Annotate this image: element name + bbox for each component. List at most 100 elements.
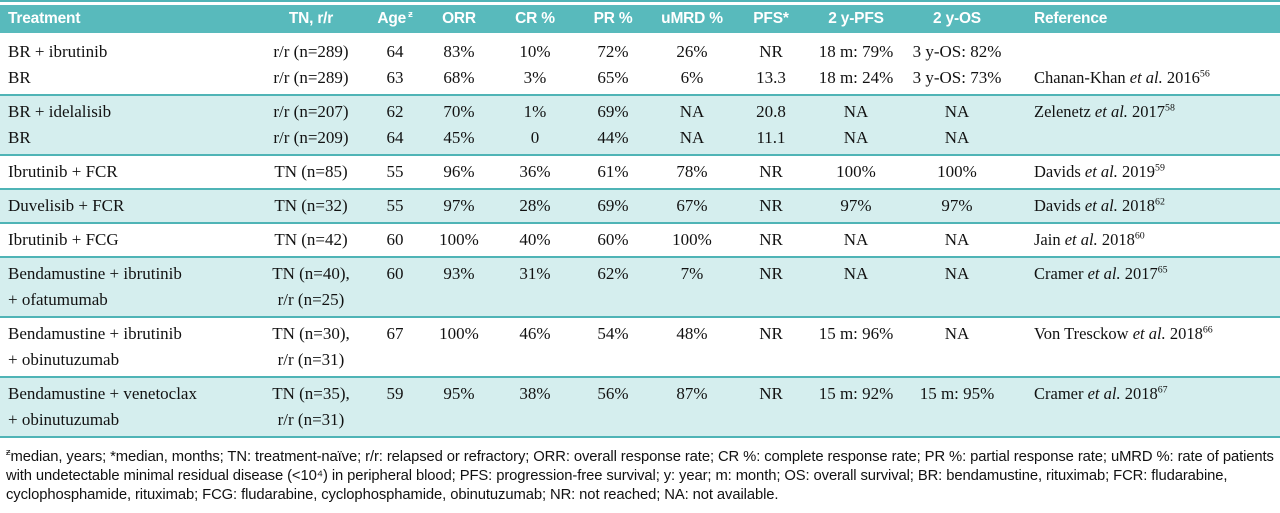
data-cell	[426, 347, 492, 377]
data-cell: NR	[736, 188, 806, 223]
table-row: + obinutuzumab r/r (n=31)	[0, 347, 1280, 377]
reference-cell: Chanan-Khan et al. 201656	[1034, 68, 1210, 87]
table-row: BR + ibrutinib r/r (n=289) 64 83% 10% 72% 26% N…	[0, 33, 1280, 65]
table-row: Ibrutinib + FCG TN (n=42) 60 100% 40% 60% 100%…	[0, 222, 1280, 257]
data-cell	[736, 287, 806, 317]
reference-cell: Zelenetz et al. 201758	[1008, 94, 1280, 125]
column-header-treatment: Treatment	[0, 5, 258, 36]
data-cell	[578, 347, 648, 377]
treatment-cell: + obinutuzumab	[0, 407, 258, 436]
data-cell: 67	[364, 316, 426, 347]
data-cell: NA	[806, 94, 906, 125]
treatment-cell: Bendamustine + ibrutinib	[0, 256, 258, 287]
treatment-cell: Duvelisib + FCR	[0, 188, 258, 223]
data-cell: NA	[906, 125, 1008, 155]
data-cell: r/r (n=31)	[258, 407, 364, 436]
reference-cell	[1008, 33, 1280, 65]
reference-cell: Von Tresckow et al. 201866	[1008, 316, 1280, 347]
data-cell	[806, 347, 906, 377]
treatment-cell: BR + idelalisib	[0, 94, 258, 125]
data-cell: NA	[648, 125, 736, 155]
data-cell: 38%	[492, 376, 578, 407]
data-cell: NA	[806, 125, 906, 155]
data-cell: NR	[736, 256, 806, 287]
table-row: + ofatumumab r/r (n=25)	[0, 287, 1280, 317]
data-cell	[492, 347, 578, 377]
data-cell	[578, 407, 648, 436]
data-cell: NA	[906, 222, 1008, 257]
column-header-2y-pfs: 2 y-PFS	[806, 5, 906, 36]
data-cell: 40%	[492, 222, 578, 257]
data-cell: 31%	[492, 256, 578, 287]
data-cell: 67%	[648, 188, 736, 223]
table-row: Bendamustine + ibrutinib TN (n=40), 60 93% 3…	[0, 256, 1280, 287]
data-cell: 56%	[578, 376, 648, 407]
data-cell: 65%	[597, 68, 629, 87]
column-header-cr: CR %	[492, 5, 578, 36]
data-cell: 15 m: 95%	[906, 376, 1008, 407]
treatment-cell: BR	[8, 68, 31, 87]
data-cell	[364, 287, 426, 317]
data-cell: 18 m: 24%	[818, 68, 894, 87]
reference-cell: Davids et al. 201959	[1008, 154, 1280, 189]
data-cell: 15 m: 96%	[806, 316, 906, 347]
data-cell: 45%	[426, 125, 492, 155]
data-cell: NR	[736, 154, 806, 189]
data-cell: r/r (n=289)	[273, 68, 349, 87]
data-cell: 60	[364, 222, 426, 257]
table-row: Ibrutinib + FCR TN (n=85) 55 96% 36% 61% 78% NR…	[0, 154, 1280, 189]
data-cell	[492, 287, 578, 317]
data-cell: TN (n=35),	[258, 376, 364, 407]
data-cell: 62%	[578, 256, 648, 287]
data-cell: 7%	[648, 256, 736, 287]
data-cell: 26%	[648, 33, 736, 65]
column-header-pfs: PFS*	[736, 5, 806, 36]
footnote-text: median, years; *median, months; TN: trea…	[6, 448, 1274, 503]
age-footnote-symbol: ƶ	[408, 9, 413, 20]
data-cell: NA	[648, 94, 736, 125]
data-cell: 15 m: 92%	[806, 376, 906, 407]
treatment-cell: BR	[0, 125, 258, 155]
column-header-2y-os: 2 y-OS	[906, 5, 1008, 36]
data-cell: 96%	[426, 154, 492, 189]
treatment-cell: Bendamustine + ibrutinib	[0, 316, 258, 347]
reference-cell	[1008, 125, 1280, 155]
data-cell: NA	[906, 256, 1008, 287]
data-cell: 69%	[578, 188, 648, 223]
data-cell: TN (n=85)	[258, 154, 364, 189]
data-cell	[736, 407, 806, 436]
table-row: Bendamustine + venetoclax TN (n=35), 59 95%…	[0, 376, 1280, 407]
data-cell: NR	[736, 33, 806, 65]
table-footnote: ƶmedian, years; *median, months; TN: tre…	[0, 438, 1280, 513]
data-cell: 55	[364, 188, 426, 223]
data-cell: 100%	[906, 154, 1008, 189]
data-cell: 97%	[806, 188, 906, 223]
data-cell: 59	[364, 376, 426, 407]
data-cell: 3 y-OS: 73%	[912, 68, 1002, 87]
data-cell: 13.3	[756, 68, 786, 87]
data-cell	[906, 347, 1008, 377]
data-cell	[906, 407, 1008, 436]
column-header-age: Age ƶ	[364, 5, 426, 36]
column-header-reference: Reference	[1008, 5, 1280, 36]
reference-cell: Cramer et al. 201867	[1008, 376, 1280, 407]
data-cell: r/r (n=207)	[258, 94, 364, 125]
data-cell: 93%	[426, 256, 492, 287]
data-cell: 97%	[426, 188, 492, 223]
table-row: BR + idelalisib r/r (n=207) 62 70% 1% 69% NA 20…	[0, 94, 1280, 125]
data-cell: 0	[492, 125, 578, 155]
data-cell	[806, 407, 906, 436]
column-header-umrd: uMRD %	[648, 5, 736, 36]
treatment-cell: BR + ibrutinib	[0, 33, 258, 65]
data-cell: 3%	[523, 68, 547, 87]
reference-cell: Cramer et al. 201765	[1008, 256, 1280, 287]
data-cell: 55	[364, 154, 426, 189]
data-cell: 69%	[578, 94, 648, 125]
data-cell: NA	[906, 316, 1008, 347]
data-cell: TN (n=42)	[258, 222, 364, 257]
data-cell	[364, 407, 426, 436]
data-cell	[648, 407, 736, 436]
data-cell: r/r (n=25)	[258, 287, 364, 317]
data-cell: 72%	[578, 33, 648, 65]
data-cell: TN (n=30),	[258, 316, 364, 347]
